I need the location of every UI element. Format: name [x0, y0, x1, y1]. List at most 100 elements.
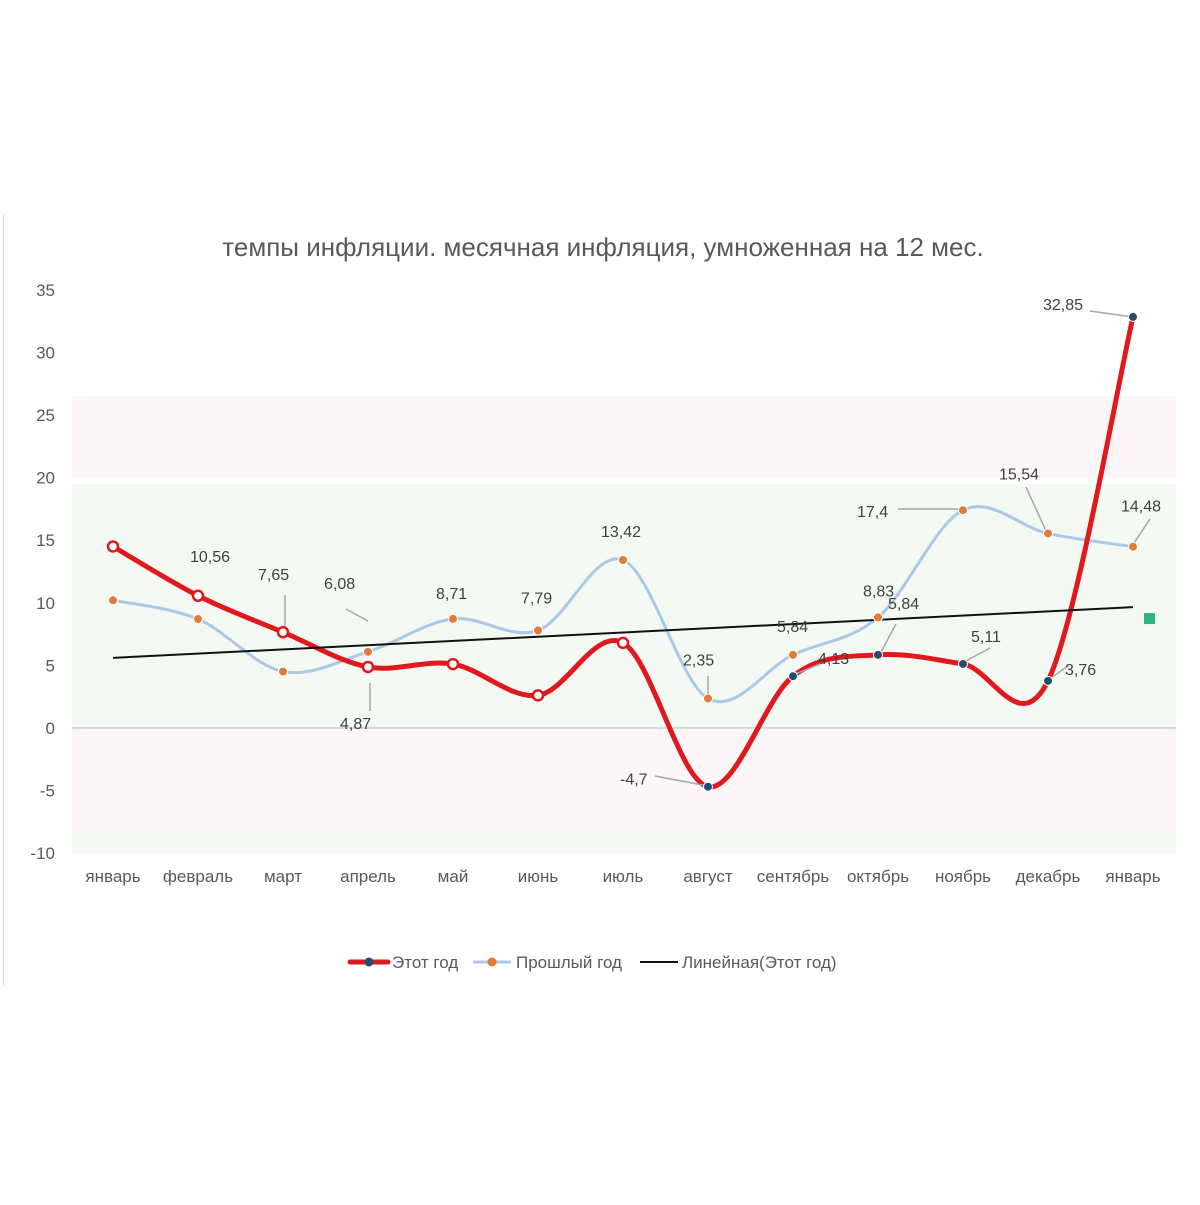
marker-this-year: [1043, 675, 1053, 686]
marker-last-year: [958, 505, 968, 516]
x-tick-label: сентябрь: [757, 867, 830, 886]
leader-line: [1025, 486, 1048, 534]
series-line-this-year: [110, 314, 1136, 790]
legend: Этот год Прошлый год Линейная(Этот год): [347, 953, 837, 972]
marker-last-year: [1043, 528, 1053, 539]
leader-line: [345, 608, 369, 622]
data-label-this-year: 32,85: [1043, 297, 1083, 314]
y-tick-label: -10: [30, 844, 55, 863]
marker-this-year: [191, 589, 205, 603]
leader-line: [1131, 518, 1151, 547]
x-tick-label: октябрь: [847, 867, 909, 886]
marker-this-year: [958, 658, 968, 669]
leader-line: [879, 623, 897, 655]
data-label-this-year: 3,76: [1065, 662, 1096, 679]
data-label-this-year: 5,84: [888, 596, 919, 613]
x-tick-label: апрель: [340, 867, 396, 886]
leader-line: [963, 647, 991, 663]
data-label-last-year: 15,54: [999, 466, 1039, 483]
marker-this-year: [788, 671, 798, 682]
marker-last-year: [1128, 541, 1138, 552]
data-label-this-year: 4,13: [818, 651, 849, 668]
marker-this-year: [276, 625, 290, 639]
x-tick-label: январь: [1105, 867, 1160, 886]
legend-marker-last-year: [487, 957, 497, 967]
marker-last-year: [703, 693, 713, 704]
data-label-last-year: 17,4: [857, 504, 888, 521]
x-tick-label: май: [438, 867, 469, 886]
trendline-layer: [112, 606, 1134, 659]
marker-last-year: [618, 554, 628, 565]
band-3: [72, 831, 1176, 853]
x-tick-label: июнь: [518, 867, 559, 886]
marker-this-year: [703, 781, 713, 792]
legend-marker-this-year: [364, 957, 374, 967]
x-tick-label: август: [683, 867, 732, 886]
marker-last-year: [193, 614, 203, 625]
y-tick-label: 15: [36, 531, 55, 550]
leader-lines: [284, 310, 1151, 787]
marker-last-year: [278, 666, 288, 677]
data-label-last-year: 7,79: [521, 590, 552, 607]
y-tick-label: 30: [36, 344, 55, 363]
data-label-last-year: 8,71: [436, 586, 467, 603]
y-axis: 35 30 25 20 15 10 5 0 -5 -10: [30, 281, 55, 863]
y-tick-label: 20: [36, 469, 55, 488]
data-label-this-year: 4,87: [340, 716, 371, 733]
legend-label-this-year: Этот год: [392, 953, 458, 972]
data-label-last-year: 5,84: [777, 619, 808, 636]
marker-last-year: [533, 625, 543, 636]
marker-this-year: [873, 649, 883, 660]
x-tick-label: ноябрь: [935, 867, 991, 886]
marker-this-year: [106, 540, 120, 553]
marker-last-year: [448, 613, 458, 624]
x-tick-label: март: [264, 867, 302, 886]
marker-this-year: [1128, 311, 1138, 322]
legend-label-last-year: Прошлый год: [516, 953, 622, 972]
data-label-last-year: 2,35: [683, 652, 714, 669]
extra-marker: [1144, 613, 1155, 625]
marker-this-year: [361, 660, 375, 674]
legend-label-trend: Линейная(Этот год): [682, 953, 837, 972]
marker-this-year: [531, 689, 545, 702]
markers: [106, 311, 1155, 792]
x-axis: январь февраль март апрель май июнь июль август…: [85, 867, 1160, 886]
marker-last-year: [108, 595, 118, 606]
leader-line: [654, 775, 709, 787]
data-label-last-year: 13,42: [601, 524, 641, 541]
data-label-this-year: 5,11: [971, 629, 1001, 646]
trendline: [112, 606, 1134, 659]
marker-this-year: [446, 657, 460, 671]
x-tick-label: июль: [603, 867, 644, 886]
leader-line: [792, 663, 821, 676]
x-tick-label: январь: [85, 867, 140, 886]
data-label-this-year: -4,7: [620, 772, 648, 789]
marker-last-year: [363, 646, 373, 657]
chart-title: темпы инфляции. месячная инфляция, умнож…: [222, 232, 983, 262]
data-labels: 10,56 7,65 4,87 -4,7 4,13 5,84 5,11 3,76 32,85 6,…: [190, 297, 1161, 789]
leader-line: [1089, 310, 1134, 318]
band-2: [72, 727, 1176, 832]
y-tick-label: 10: [36, 594, 55, 613]
band-1: [72, 483, 1176, 728]
marker-this-year: [616, 636, 630, 650]
y-tick-label: 25: [36, 406, 55, 425]
data-label-last-year: 6,08: [324, 576, 355, 593]
background-bands: [72, 396, 1176, 853]
y-tick-label: 35: [36, 281, 55, 300]
x-tick-label: февраль: [163, 867, 233, 886]
marker-last-year: [873, 612, 883, 623]
x-tick-label: декабрь: [1016, 867, 1081, 886]
data-label-last-year: 14,48: [1121, 499, 1161, 516]
data-label-this-year: 10,56: [190, 549, 230, 566]
marker-last-year: [788, 649, 798, 660]
left-border: [3, 215, 4, 985]
y-tick-label: -5: [40, 781, 55, 800]
y-tick-label: 0: [46, 719, 55, 738]
data-label-this-year: 7,65: [258, 567, 289, 584]
band-0: [72, 396, 1176, 478]
data-label-last-year: 8,83: [863, 583, 894, 600]
y-tick-label: 5: [46, 656, 55, 675]
